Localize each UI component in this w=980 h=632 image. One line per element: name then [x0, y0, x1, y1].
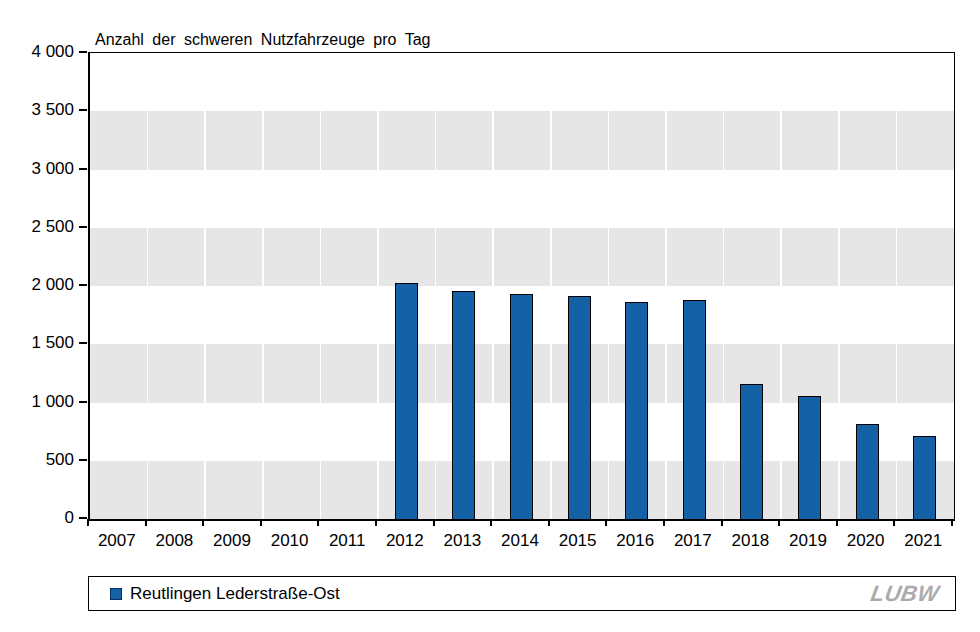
chart-title: Anzahl der schweren Nutzfahrzeuge pro Ta… [95, 31, 430, 49]
x-tick-label-2019: 2019 [778, 531, 838, 551]
y-tick-mark [79, 109, 87, 111]
bar-2013 [452, 291, 475, 519]
x-tick-label-2018: 2018 [720, 531, 780, 551]
x-tick-mark [548, 519, 550, 526]
y-tick-label: 0 [0, 508, 74, 528]
bar-2014 [510, 294, 533, 520]
y-tick-label: 2 500 [0, 217, 74, 237]
y-tick-mark [79, 517, 87, 519]
x-tick-label-2012: 2012 [375, 531, 435, 551]
legend-box: Reutlingen Lederstraße-Ost LUBW [88, 576, 956, 611]
x-tick-mark [145, 519, 147, 526]
y-tick-mark [79, 284, 87, 286]
vertical-gridline [320, 53, 322, 519]
y-tick-label: 2 000 [0, 275, 74, 295]
plot-area [88, 52, 955, 521]
x-tick-label-2014: 2014 [490, 531, 550, 551]
x-tick-label-2016: 2016 [605, 531, 665, 551]
bar-2016 [625, 302, 648, 519]
x-tick-mark [202, 519, 204, 526]
bar-2012 [395, 283, 418, 519]
vertical-gridline [550, 53, 552, 519]
vertical-gridline [492, 53, 494, 519]
y-tick-label: 3 500 [0, 100, 74, 120]
bar-2015 [568, 296, 591, 519]
x-tick-label-2007: 2007 [87, 531, 147, 551]
x-tick-mark [893, 519, 895, 526]
x-tick-label-2008: 2008 [144, 531, 204, 551]
legend-series-label: Reutlingen Lederstraße-Ost [130, 584, 340, 604]
y-tick-label: 3 000 [0, 159, 74, 179]
x-tick-mark [490, 519, 492, 526]
y-tick-mark [79, 459, 87, 461]
x-tick-mark [951, 519, 953, 526]
y-tick-label: 1 500 [0, 333, 74, 353]
x-tick-mark [433, 519, 435, 526]
x-tick-label-2009: 2009 [202, 531, 262, 551]
x-tick-mark [375, 519, 377, 526]
bar-2017 [683, 300, 706, 519]
bar-2021 [913, 436, 936, 519]
y-tick-mark [79, 51, 87, 53]
vertical-gridline [780, 53, 782, 519]
bar-2018 [740, 384, 763, 519]
bar-2020 [856, 424, 879, 519]
y-tick-mark [79, 226, 87, 228]
gridline-band [90, 228, 954, 286]
x-tick-label-2010: 2010 [260, 531, 320, 551]
y-tick-label: 1 000 [0, 392, 74, 412]
vertical-gridline [665, 53, 667, 519]
x-tick-mark [605, 519, 607, 526]
x-tick-label-2015: 2015 [548, 531, 608, 551]
y-tick-mark [79, 168, 87, 170]
legend-marker-square-icon [110, 588, 122, 600]
y-tick-label: 500 [0, 450, 74, 470]
vertical-gridline [204, 53, 206, 519]
x-tick-mark [778, 519, 780, 526]
x-tick-mark [87, 519, 89, 526]
gridline-band [90, 111, 954, 169]
vertical-gridline [723, 53, 725, 519]
x-tick-label-2020: 2020 [836, 531, 896, 551]
vertical-gridline [838, 53, 840, 519]
x-tick-label-2011: 2011 [317, 531, 377, 551]
x-tick-mark [721, 519, 723, 526]
x-tick-label-2013: 2013 [432, 531, 492, 551]
x-tick-label-2021: 2021 [893, 531, 953, 551]
y-tick-mark [79, 401, 87, 403]
vertical-gridline [262, 53, 264, 519]
vertical-gridline [435, 53, 437, 519]
x-tick-label-2017: 2017 [663, 531, 723, 551]
vertical-gridline [896, 53, 898, 519]
x-tick-mark [260, 519, 262, 526]
x-tick-mark [836, 519, 838, 526]
x-tick-mark [317, 519, 319, 526]
vertical-gridline [147, 53, 149, 519]
chart-canvas: Anzahl der schweren Nutzfahrzeuge pro Ta… [0, 0, 980, 632]
vertical-gridline [608, 53, 610, 519]
y-tick-label: 4 000 [0, 42, 74, 62]
bar-2019 [798, 396, 821, 519]
y-tick-mark [79, 342, 87, 344]
lubw-logo: LUBW [869, 581, 942, 607]
x-tick-mark [663, 519, 665, 526]
vertical-gridline [377, 53, 379, 519]
